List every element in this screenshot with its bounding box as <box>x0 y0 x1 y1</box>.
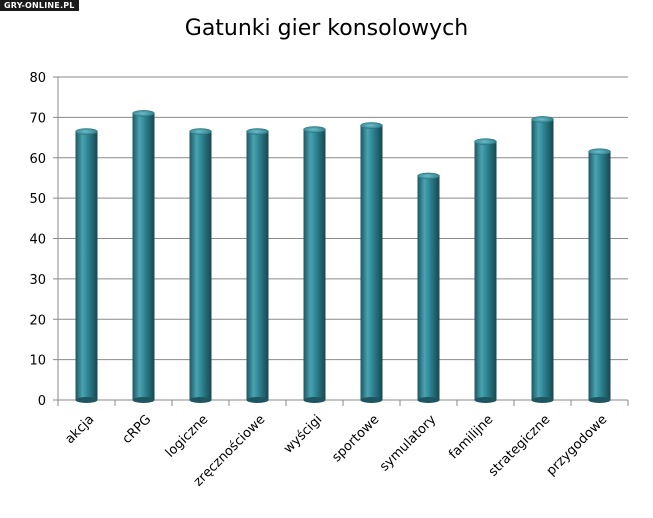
x-category-label: strategiczne <box>486 412 553 479</box>
bar-body <box>417 175 440 400</box>
bar-base <box>588 397 611 403</box>
bar-body <box>75 131 98 400</box>
bar-body <box>474 141 497 400</box>
y-tick-label: 50 <box>29 192 46 207</box>
bar <box>588 148 611 403</box>
bar <box>189 128 212 403</box>
x-category-label: przygodowe <box>544 412 611 479</box>
bar-body <box>189 131 212 400</box>
x-category-label: akcja <box>63 412 98 447</box>
bar-cap <box>303 126 326 133</box>
watermark: GRY-ONLINE.PL <box>0 0 79 11</box>
chart-title: Gatunki gier konsolowych <box>184 16 469 41</box>
y-tick-label: 20 <box>29 313 46 328</box>
bar-base <box>360 397 383 403</box>
bar <box>132 110 155 403</box>
bar-base <box>417 397 440 403</box>
bar-body <box>360 125 383 400</box>
bar-cap <box>417 172 440 180</box>
bar-cap <box>246 128 269 135</box>
bar <box>75 128 98 403</box>
bar <box>531 116 554 403</box>
bar-body <box>132 113 155 401</box>
y-tick-label: 60 <box>29 152 46 167</box>
y-tick-label: 40 <box>29 233 46 248</box>
bars <box>75 110 611 403</box>
bar-cap <box>531 116 554 123</box>
x-category-label: familijne <box>446 412 496 462</box>
bar-cap <box>360 122 383 129</box>
bar-base <box>132 397 155 403</box>
y-tick-label: 70 <box>29 111 46 126</box>
bar-body <box>531 119 554 401</box>
x-category-label: wyścigi <box>281 412 325 456</box>
bar-base <box>474 397 497 403</box>
bar-body <box>303 129 326 401</box>
bar <box>360 122 383 403</box>
y-tick-label: 10 <box>29 354 46 369</box>
bar-body <box>246 131 269 400</box>
bar-base <box>246 397 269 403</box>
bar-base <box>75 397 98 403</box>
bar-base <box>189 397 212 403</box>
y-tick-label: 0 <box>38 394 46 409</box>
bar <box>246 128 269 403</box>
y-tick-label: 30 <box>29 273 46 288</box>
x-category-label: cRPG <box>120 412 155 447</box>
bar-cap <box>75 128 98 135</box>
x-category-label: symulatory <box>377 412 439 474</box>
x-category-label: sportowe <box>329 412 382 465</box>
bar-cap <box>474 138 497 145</box>
bar-cap <box>588 148 611 155</box>
bar <box>303 126 326 403</box>
bar-base <box>531 397 554 403</box>
bar-cap <box>132 110 155 117</box>
x-category-label: logiczne <box>163 412 212 461</box>
bar-base <box>303 397 326 403</box>
y-tick-label: 80 <box>29 71 46 86</box>
bar <box>474 138 497 403</box>
bar <box>417 172 440 403</box>
bar-cap <box>189 128 212 135</box>
bar-body <box>588 151 611 400</box>
